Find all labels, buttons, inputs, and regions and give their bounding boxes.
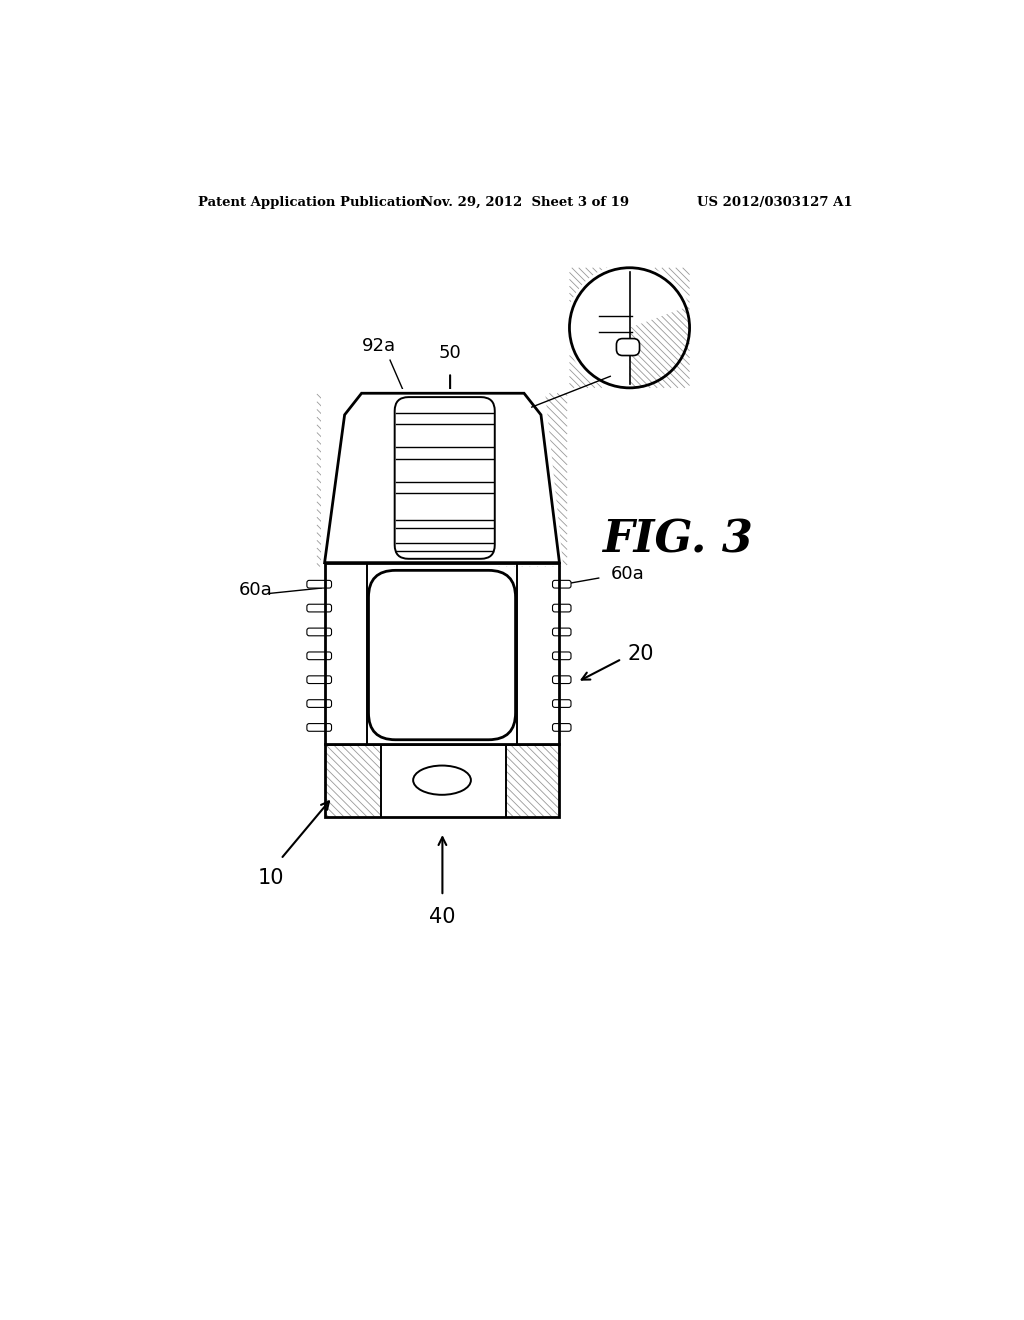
- FancyBboxPatch shape: [553, 581, 571, 589]
- Wedge shape: [569, 264, 689, 327]
- Polygon shape: [325, 393, 394, 562]
- Polygon shape: [325, 393, 559, 562]
- FancyBboxPatch shape: [307, 628, 332, 636]
- Text: Nov. 29, 2012  Sheet 3 of 19: Nov. 29, 2012 Sheet 3 of 19: [421, 195, 629, 209]
- FancyBboxPatch shape: [616, 339, 640, 355]
- FancyBboxPatch shape: [553, 628, 571, 636]
- Text: 20: 20: [628, 644, 653, 664]
- Text: Patent Application Publication: Patent Application Publication: [199, 195, 425, 209]
- FancyBboxPatch shape: [307, 676, 332, 684]
- Text: 92a: 92a: [362, 337, 396, 355]
- FancyBboxPatch shape: [553, 605, 571, 612]
- Wedge shape: [565, 264, 630, 392]
- Text: 60a: 60a: [240, 581, 273, 598]
- FancyBboxPatch shape: [307, 581, 332, 589]
- Text: 40: 40: [429, 907, 456, 927]
- Polygon shape: [321, 389, 495, 566]
- FancyBboxPatch shape: [553, 652, 571, 660]
- Bar: [394, 397, 495, 558]
- Bar: [381, 743, 506, 817]
- FancyBboxPatch shape: [307, 723, 332, 731]
- FancyBboxPatch shape: [553, 700, 571, 708]
- Text: 10: 10: [257, 869, 284, 888]
- Text: 50: 50: [438, 345, 462, 363]
- FancyBboxPatch shape: [307, 605, 332, 612]
- FancyBboxPatch shape: [553, 676, 571, 684]
- Bar: [325, 743, 559, 817]
- FancyBboxPatch shape: [553, 723, 571, 731]
- Bar: [325, 562, 559, 743]
- Bar: [325, 743, 559, 817]
- FancyBboxPatch shape: [369, 570, 515, 739]
- Ellipse shape: [413, 766, 471, 795]
- FancyBboxPatch shape: [307, 652, 332, 660]
- Circle shape: [569, 268, 689, 388]
- Text: FIG. 3: FIG. 3: [602, 517, 753, 561]
- Text: US 2012/0303127 A1: US 2012/0303127 A1: [697, 195, 853, 209]
- Polygon shape: [394, 389, 563, 566]
- Text: 60a: 60a: [610, 565, 644, 583]
- Bar: [325, 562, 559, 743]
- FancyBboxPatch shape: [307, 700, 332, 708]
